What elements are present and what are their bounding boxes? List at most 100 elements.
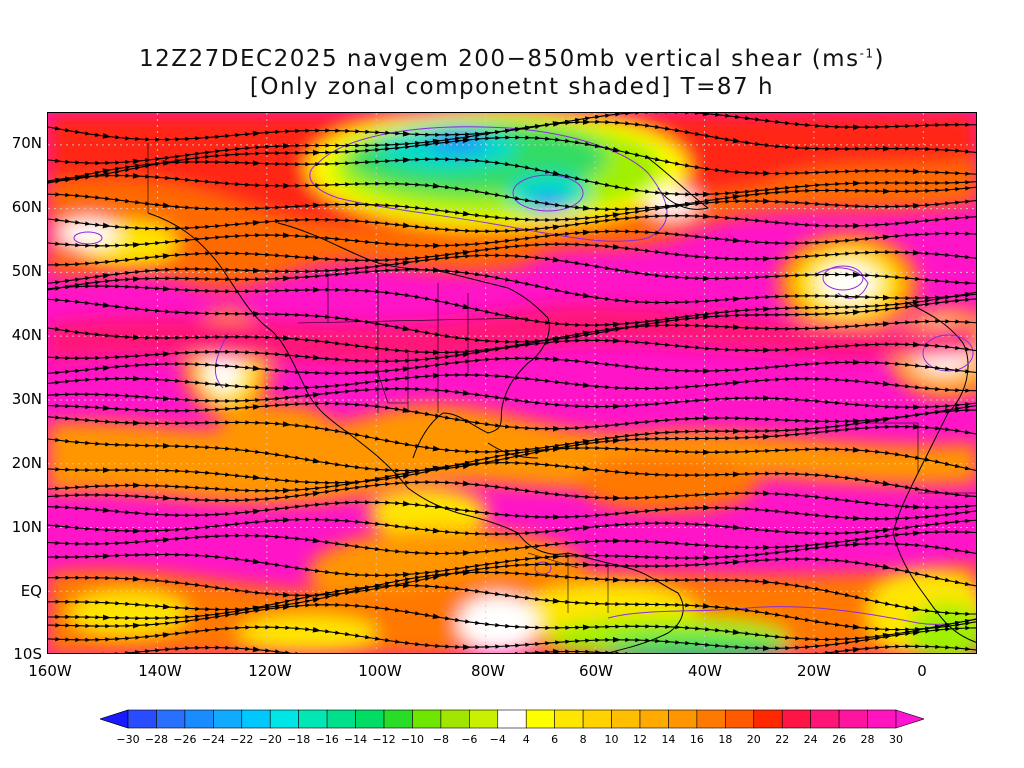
lat-label-eq: EQ <box>20 582 42 600</box>
colorbar-cell <box>725 709 755 729</box>
lon-label-120w: 120W <box>248 662 292 680</box>
streamline-arrow <box>162 351 169 358</box>
streamline-arrow <box>402 366 409 373</box>
streamline-arrow <box>852 646 859 653</box>
colorbar-tick-label: 18 <box>718 733 733 746</box>
streamline-arrow <box>732 324 739 331</box>
colorbar-cell <box>497 709 527 729</box>
streamline-arrow <box>402 582 409 589</box>
colorbar-tick-label: 14 <box>661 733 676 746</box>
streamline-arrow <box>852 541 859 548</box>
chart-title-line-2: [Only zonal componetnt shaded] T=87 h <box>249 74 775 100</box>
streamline-arrow <box>612 495 619 502</box>
streamline-arrow <box>762 395 769 402</box>
colorbar-cell <box>156 709 186 729</box>
streamline-arrow <box>162 632 169 639</box>
streamline-arrow <box>282 232 289 239</box>
chart-title-line-1: 12Z27DEC2025 navgem 200−850mb vertical s… <box>138 46 886 72</box>
streamline <box>48 372 976 393</box>
streamline-arrow <box>762 433 769 440</box>
colorbar-cell <box>298 709 328 729</box>
streamline-arrow <box>882 380 889 387</box>
colorbar-tick-label: 12 <box>633 733 647 746</box>
streamline-arrow <box>552 446 559 453</box>
streamline-arrow <box>702 113 709 117</box>
streamline-arrow <box>252 310 259 317</box>
colorbar-tick-label: −6 <box>461 733 478 746</box>
streamline-arrow <box>162 285 169 292</box>
colorbar <box>100 709 924 729</box>
colorbar-cell <box>213 709 243 729</box>
lon-label-80w: 80W <box>471 662 505 680</box>
streamline <box>48 500 976 522</box>
colorbar-cell <box>639 709 669 729</box>
colorbar-cell <box>440 709 470 729</box>
streamline-arrow <box>132 375 139 382</box>
colorbar-cell <box>326 709 356 729</box>
streamline <box>55 644 976 653</box>
colorbar-cell <box>554 709 584 729</box>
colorbar-tick-label: 10 <box>604 733 619 746</box>
colorbar-min-triangle <box>100 709 129 729</box>
colorbar-cell <box>696 709 726 729</box>
streamline-arrow <box>402 157 409 164</box>
colorbar-tick-label: −28 <box>144 733 169 746</box>
colorbar-cell <box>838 709 868 729</box>
streamline-arrow <box>462 569 469 576</box>
lat-label-70n: 70N <box>11 134 42 152</box>
streamline-arrow <box>552 256 559 263</box>
lon-label-160w: 160W <box>28 662 72 680</box>
streamline-arrow <box>132 172 139 179</box>
streamline-arrow <box>462 480 469 487</box>
colorbar-tick-label: 20 <box>746 733 761 746</box>
colorbar-cell <box>781 709 811 729</box>
colorbar-tick-label: −26 <box>173 733 197 746</box>
colorbar-tick-label: 16 <box>689 733 704 746</box>
streamline-arrow <box>102 507 109 514</box>
streamline-arrow <box>882 234 889 241</box>
streamline-arrow <box>552 648 559 653</box>
streamline-arrow <box>702 504 709 511</box>
streamline-arrow <box>282 182 289 189</box>
colorbar-tick-label: 26 <box>832 733 847 746</box>
streamline-arrow <box>432 182 439 189</box>
colorbar-cell <box>753 709 783 729</box>
lon-label-140w: 140W <box>138 662 182 680</box>
colorbar-tick-label: 28 <box>860 733 875 746</box>
streamline-arrow <box>312 286 319 293</box>
colorbar-tick-label: 30 <box>889 733 903 746</box>
streamline-arrow <box>612 243 619 250</box>
streamline-arrow <box>852 222 859 229</box>
colorbar-tick-label: −18 <box>287 733 311 746</box>
streamline <box>48 479 976 510</box>
colorbar-cell <box>525 709 555 729</box>
streamline-arrow <box>612 437 619 444</box>
lon-label-20w: 20W <box>797 662 831 680</box>
streamline-arrow <box>912 530 919 537</box>
lat-label-10n: 10N <box>11 518 42 536</box>
colorbar-cell <box>412 709 442 729</box>
streamline-arrow <box>852 309 859 316</box>
streamline-arrow <box>582 465 589 472</box>
streamline-arrow <box>582 229 589 236</box>
streamline-arrow <box>912 629 919 636</box>
lon-label-100w: 100W <box>358 662 402 680</box>
colorbar-tick-label: 4 <box>522 733 530 746</box>
streamline-arrow <box>852 359 859 366</box>
colorbar-cell <box>867 709 897 729</box>
streamline-arrow <box>762 198 769 205</box>
colorbar-cell <box>810 709 840 729</box>
streamline-arrow <box>282 517 289 524</box>
lon-label-60w: 60W <box>579 662 613 680</box>
lat-label-50n: 50N <box>11 262 42 280</box>
colorbar-tick-label: −12 <box>372 733 396 746</box>
streamline-arrow <box>312 202 319 209</box>
streamline-arrow <box>702 213 709 220</box>
lat-label-30n: 30N <box>11 390 42 408</box>
streamline-arrow <box>552 356 559 363</box>
streamline-arrow <box>252 508 259 515</box>
shear-map <box>47 112 977 654</box>
streamline-arrow <box>582 119 589 126</box>
colorbar-cell <box>383 709 413 729</box>
streamline-arrow <box>102 222 109 229</box>
